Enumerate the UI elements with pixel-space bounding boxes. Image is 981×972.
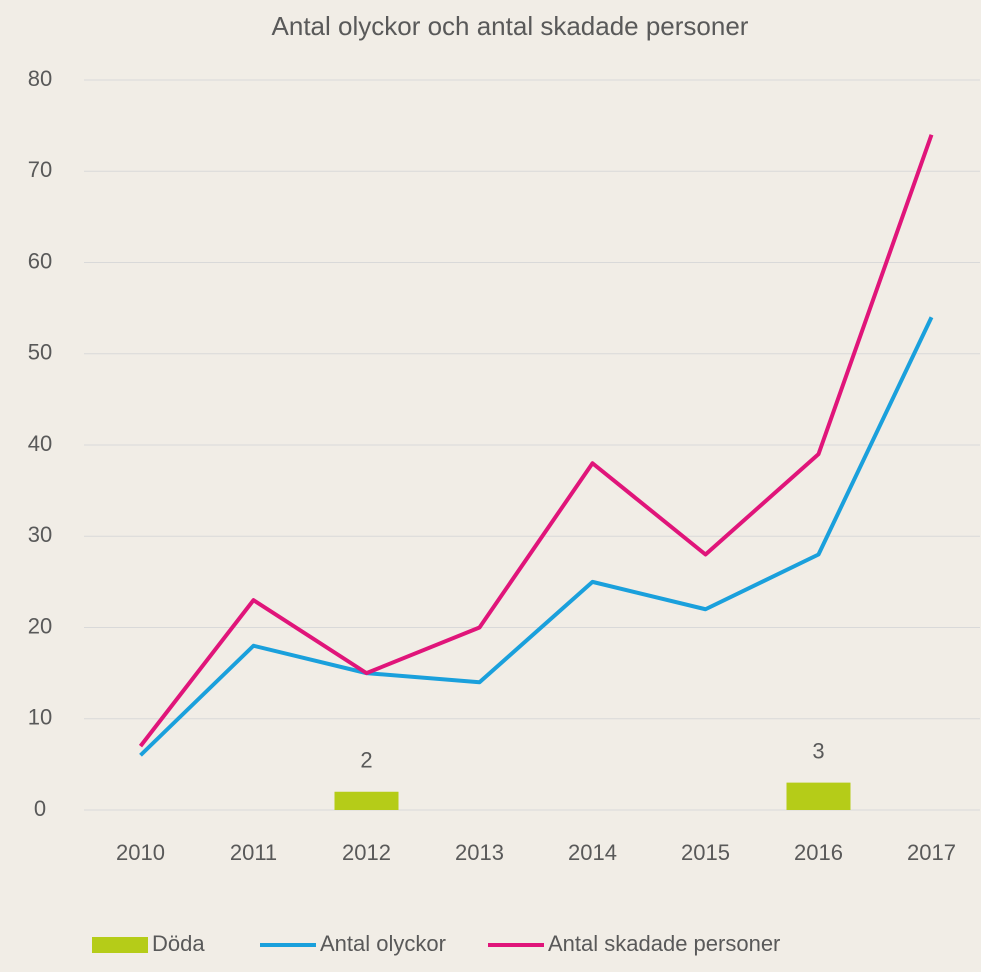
- bar: [334, 791, 399, 810]
- legend-swatch: [92, 937, 148, 953]
- y-tick-label: 0: [34, 796, 46, 821]
- x-tick-label: 2012: [342, 840, 391, 865]
- line: [139, 316, 934, 757]
- x-tick-label: 2013: [455, 840, 504, 865]
- x-tick-label: 2011: [230, 840, 277, 865]
- y-tick-label: 20: [28, 613, 52, 638]
- line: [138, 134, 934, 748]
- x-tick-label: 2014: [568, 840, 617, 865]
- data-label: 3: [812, 738, 824, 763]
- legend-label: Antal olyckor: [320, 931, 446, 956]
- y-tick-label: 30: [28, 522, 52, 547]
- x-tick-label: 2017: [907, 840, 956, 865]
- y-tick-label: 10: [28, 705, 52, 730]
- y-tick-label: 40: [28, 431, 52, 456]
- data-label: 2: [360, 748, 372, 773]
- y-tick-label: 50: [28, 340, 52, 365]
- legend-label: Döda: [152, 931, 205, 956]
- bar: [786, 782, 851, 810]
- x-tick-label: 2015: [681, 840, 730, 865]
- y-tick-label: 60: [28, 248, 52, 273]
- x-tick-label: 2010: [116, 840, 165, 865]
- y-tick-label: 80: [28, 66, 52, 91]
- chart-title: Antal olyckor och antal skadade personer: [272, 11, 749, 41]
- x-tick-label: 2016: [794, 840, 843, 865]
- legend-label: Antal skadade personer: [548, 931, 780, 956]
- y-tick-label: 70: [28, 157, 52, 182]
